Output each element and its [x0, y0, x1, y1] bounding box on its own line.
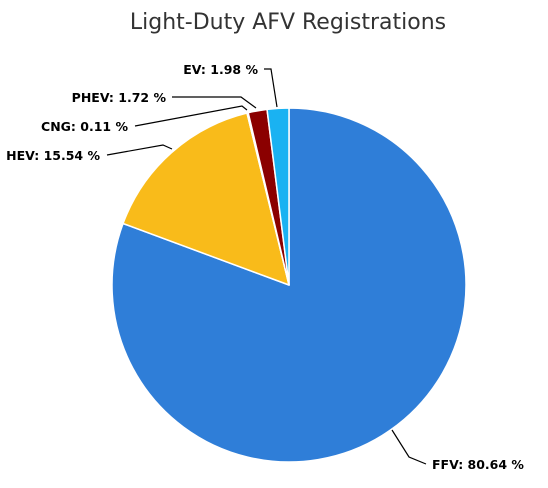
connector-cng [134, 105, 248, 127]
label-connectors [106, 68, 427, 465]
slice-label-cng: CNG: 0.11 % [41, 119, 128, 134]
connector-hev [106, 144, 173, 156]
connector-ev [264, 68, 278, 108]
slice-labels: FFV: 80.64 % HEV: 15.54 % CNG: 0.11 % PHEV:… [6, 62, 524, 472]
pie-slice-ev [266, 107, 290, 286]
connector-ffv [391, 429, 427, 465]
chart-title: Light-Duty AFV Registrations [130, 10, 446, 35]
connector-phev [172, 96, 257, 109]
pie-slices [111, 107, 467, 463]
slice-label-ev: EV: 1.98 % [183, 62, 258, 77]
slice-label-ffv: FFV: 80.64 % [432, 457, 524, 472]
pie-slice-hev [122, 112, 290, 286]
slice-label-phev: PHEV: 1.72 % [72, 90, 167, 105]
slice-label-hev: HEV: 15.54 % [6, 148, 100, 163]
